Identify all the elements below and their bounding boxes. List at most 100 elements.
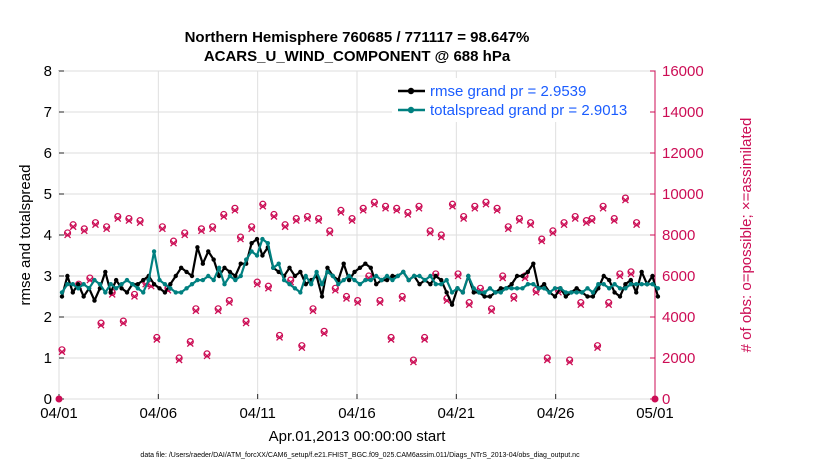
obs-assimilated-marker: [91, 221, 99, 229]
obs-assimilated-marker: [354, 299, 362, 307]
spread-point: [520, 286, 525, 291]
rmse-point: [113, 277, 119, 283]
spread-point: [471, 286, 476, 291]
y-tick-label-right: 8000: [662, 227, 695, 244]
obs-assimilated-marker: [515, 217, 523, 225]
y-tick-label-right: 12000: [662, 145, 704, 162]
spread-point: [130, 282, 135, 287]
obs-assimilated-marker: [582, 219, 590, 227]
rmse-point: [211, 257, 216, 262]
obs-assimilated-marker: [253, 280, 261, 288]
rmse-point: [520, 273, 525, 279]
obs-possible-marker: [571, 212, 579, 221]
legend-spread-marker: [407, 106, 415, 114]
y-axis-left: 0 1 2 3 4 5 6 7 8: [44, 63, 64, 408]
obs-assimilated-marker: [186, 340, 194, 348]
obs-assimilated-marker: [415, 204, 423, 212]
rmse-point: [650, 273, 655, 279]
obs-possible-marker: [460, 212, 468, 221]
x-tick-label: 04/06: [140, 405, 178, 422]
obs-possible-marker: [510, 292, 518, 301]
obs-assimilated-marker: [175, 356, 183, 364]
spread-point: [308, 282, 314, 287]
spread-point: [173, 290, 178, 295]
rmse-point: [552, 294, 558, 299]
obs-assimilated-marker: [192, 307, 200, 315]
obs-assimilated-marker: [527, 221, 535, 229]
obs-possible-marker: [538, 235, 546, 243]
spread-point: [233, 277, 238, 283]
obs-possible-marker: [393, 204, 401, 212]
rmse-point: [227, 269, 233, 275]
rmse-point: [531, 261, 536, 266]
rmse-point: [65, 273, 70, 279]
spread-point: [330, 273, 336, 279]
obs-possible-marker: [186, 338, 194, 346]
obs-possible-marker: [270, 210, 278, 219]
spread-point: [298, 290, 303, 295]
x-axis: 04/01 04/06 04/11 04/16 04/21 04/26 05/01: [40, 394, 674, 422]
obs-assimilated-marker: [393, 206, 401, 214]
obs-possible-marker: [314, 215, 323, 223]
spread-point: [76, 286, 81, 291]
obs-assimilated-marker: [80, 227, 88, 235]
obs-possible-marker: [577, 299, 585, 307]
rmse-point: [276, 269, 281, 275]
rmse-point: [428, 282, 433, 287]
rmse-point: [541, 282, 547, 287]
obs-possible-marker: [409, 356, 418, 364]
obs-assimilated-marker: [337, 208, 345, 216]
obs-assimilated-marker: [209, 225, 217, 233]
obs-assimilated-marker: [538, 237, 546, 245]
chart-title-line2: ACARS_U_WIND_COMPONENT @ 688 hPa: [204, 48, 511, 65]
spread-point: [70, 282, 76, 287]
rmse-point: [206, 249, 211, 254]
obs-assimilated-marker: [616, 272, 624, 280]
spread-point: [525, 282, 531, 287]
obs-possible-marker: [192, 305, 200, 313]
rmse-point: [298, 269, 303, 275]
obs-possible-marker: [504, 223, 512, 231]
legend-box: [392, 78, 650, 122]
spread-point: [655, 286, 661, 291]
obs-assimilated-marker: [242, 319, 250, 327]
rmse-point: [151, 282, 157, 287]
obs-assimilated-marker: [370, 200, 378, 208]
obs-assimilated-marker: [292, 217, 300, 225]
obs-possible-marker: [454, 270, 462, 278]
footnote: data file: /Users/raeder/DAI/ATM_forcXX/…: [140, 452, 580, 459]
spread-point: [498, 290, 504, 295]
y-tick-label-right: 0: [662, 391, 670, 408]
obs-assimilated-marker: [633, 221, 641, 229]
rmse-point: [417, 282, 422, 287]
obs-possible-marker: [627, 268, 635, 276]
obs-assimilated-marker: [259, 202, 267, 210]
spread-point: [596, 282, 601, 287]
spread-point: [552, 286, 558, 291]
rmse-point: [249, 241, 254, 246]
spread-point: [336, 282, 341, 287]
legend-rmse-label: rmse grand pr = 2.9539: [430, 83, 586, 100]
obs-end-marker: [651, 395, 659, 403]
y-axis-right: 0 2000 4000 6000 8000 10000 12000 14000 16000: [650, 63, 704, 408]
obs-possible-marker: [103, 223, 111, 231]
obs-possible-marker: [610, 215, 618, 223]
spread-point: [449, 290, 455, 295]
spread-point: [384, 273, 390, 279]
obs-possible-marker: [370, 198, 378, 206]
obs-possible-marker: [153, 333, 161, 342]
obs-possible-marker: [342, 292, 351, 301]
rmse-point: [617, 294, 623, 299]
obs-possible-marker: [398, 292, 406, 301]
spread-point: [579, 290, 585, 295]
spread-point: [417, 273, 422, 279]
obs-possible-marker: [80, 225, 88, 233]
obs-assimilated-marker: [594, 344, 601, 352]
obs-possible-marker: [420, 333, 429, 342]
spread-point: [103, 290, 108, 295]
rmse-point: [319, 294, 325, 299]
y-tick-label-left: 7: [44, 104, 52, 121]
legend-spread-label: totalspread grand pr = 2.9013: [430, 102, 627, 119]
spread-point: [482, 290, 487, 295]
spread-point: [574, 290, 579, 295]
